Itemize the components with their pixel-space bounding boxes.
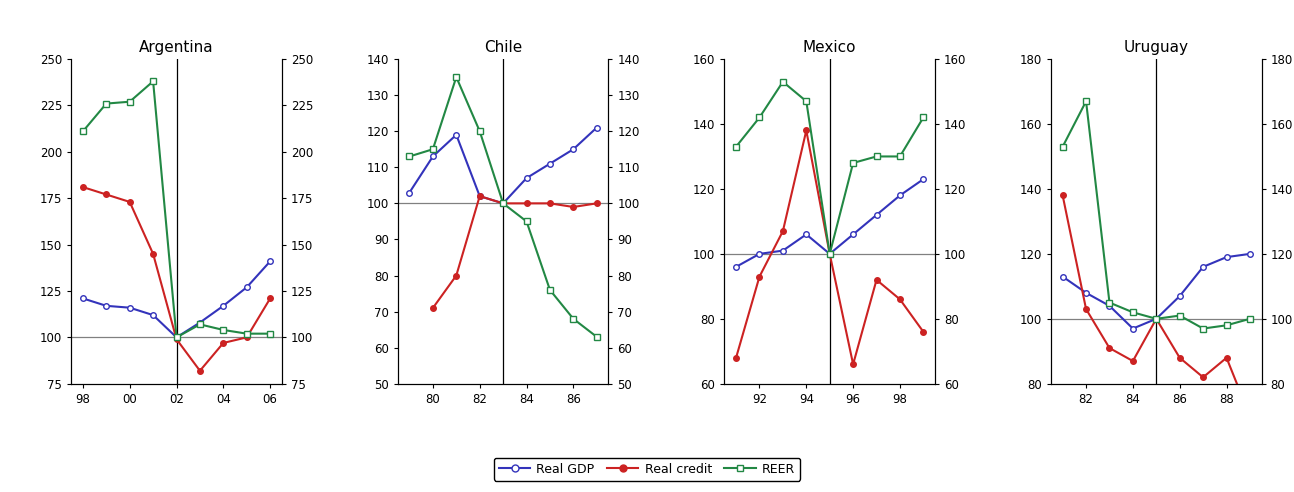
Title: Uruguay: Uruguay [1123,40,1189,55]
Title: Chile: Chile [484,40,523,55]
Title: Mexico: Mexico [804,40,857,55]
Legend: Real GDP, Real credit, REER: Real GDP, Real credit, REER [494,458,800,481]
Title: Argentina: Argentina [140,40,214,55]
